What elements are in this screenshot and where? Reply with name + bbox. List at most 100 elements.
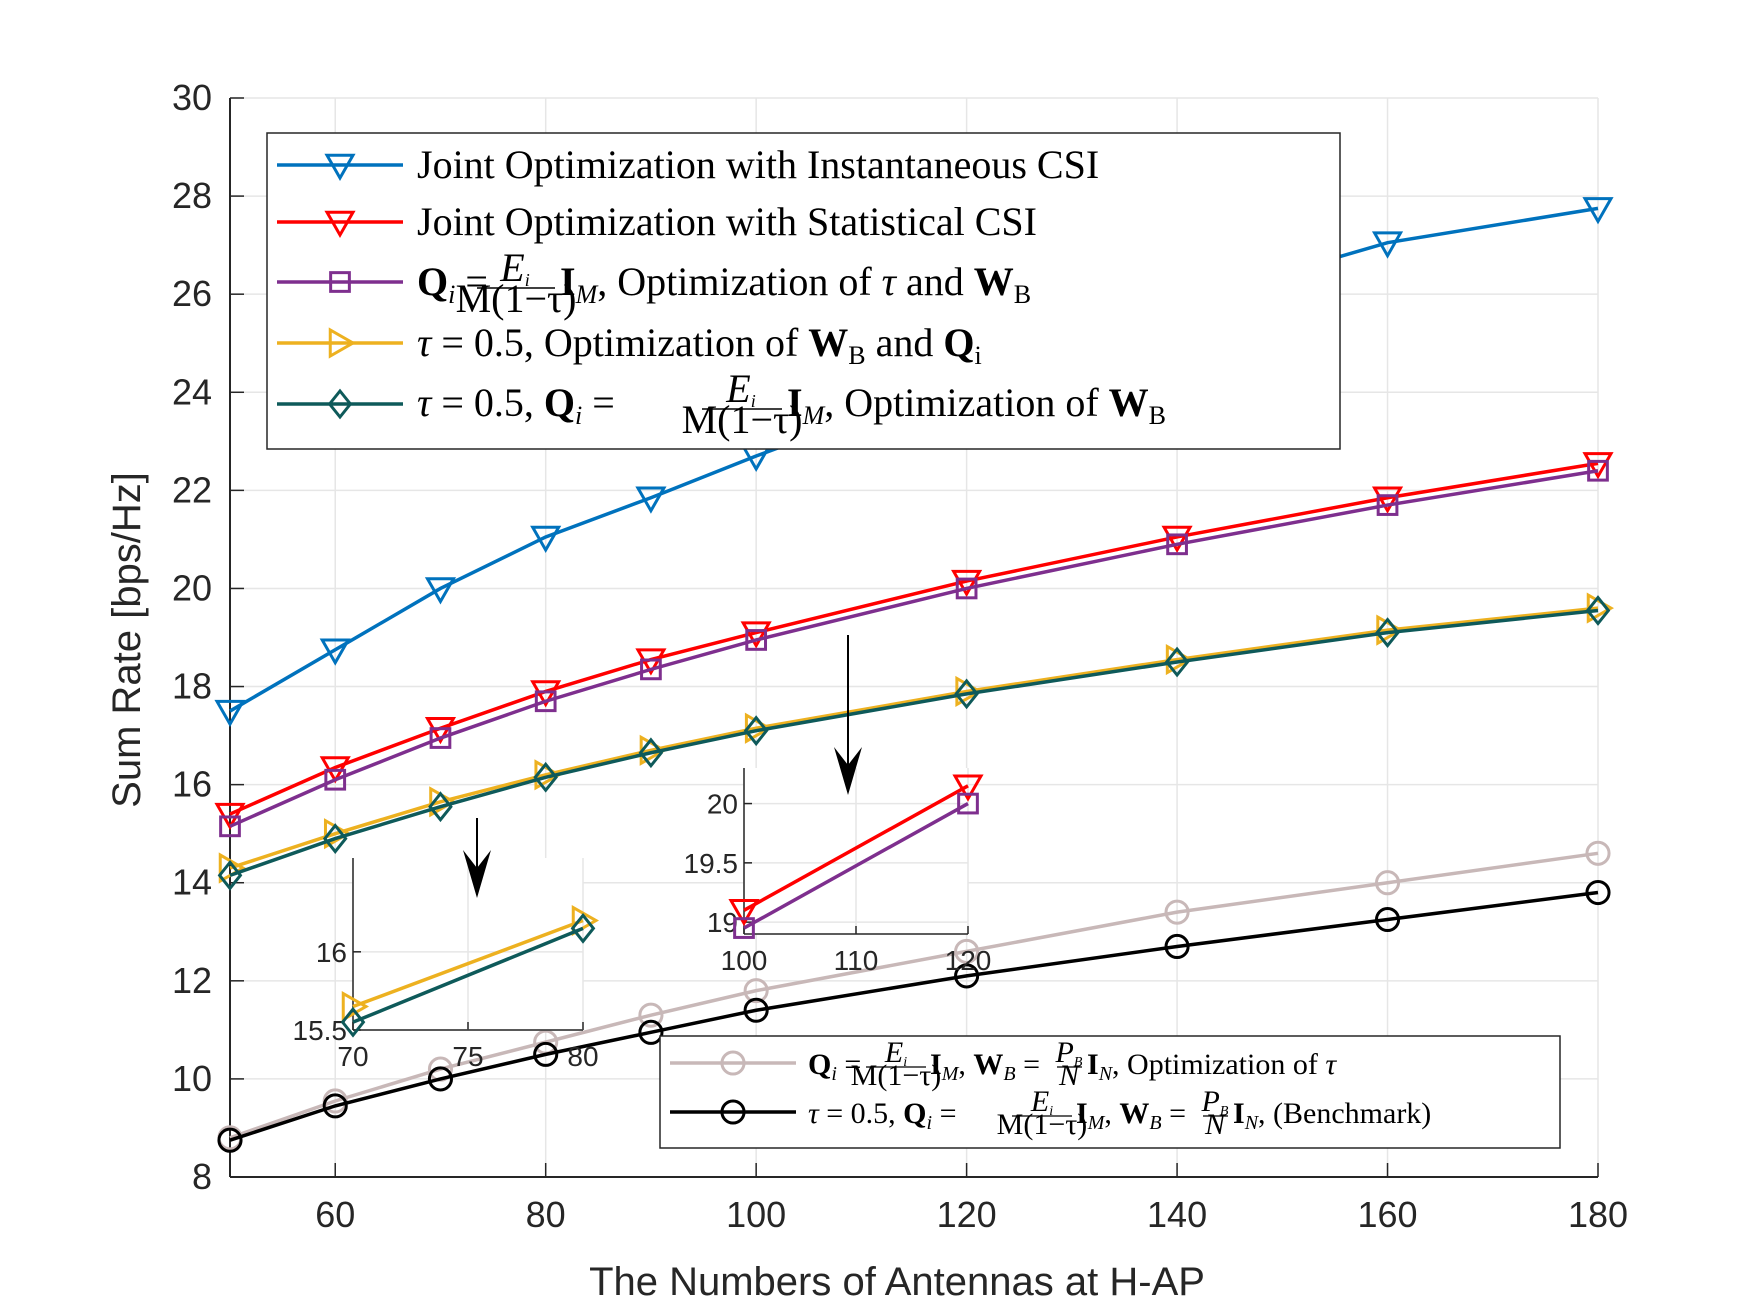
legend-sample-marker [324,210,356,239]
data-point [322,1093,348,1119]
data-point [533,1041,559,1067]
legend-lower-1-frac1-num: Ei [884,1036,907,1070]
inset-right-y-tick-label: 19 [707,907,738,938]
x-tick-label: 160 [1357,1194,1417,1235]
data-point [1585,840,1611,866]
data-point [1161,525,1193,553]
y-axis-label: Sum Rate [bps/Hz] [105,472,149,808]
inset-left-x-tick-label: 75 [452,1041,483,1072]
data-point [1582,197,1614,225]
legend-lower-1-frac2-num: PB [1055,1036,1083,1070]
data-point [745,629,768,651]
arrow-right [834,635,862,795]
data-point [1166,533,1188,556]
y-tick-label: 14 [172,862,212,903]
inset-right-y-tick-label: 20 [707,789,738,820]
data-point [1371,231,1404,259]
inset-left-series-line [352,918,584,1009]
data-point [1164,933,1190,960]
legend-sample-marker [328,327,357,359]
data-point [638,1002,664,1028]
data-point [319,638,351,666]
data-point [217,859,243,891]
inset-right-series-line [743,802,969,930]
series-line [229,608,1599,878]
inset-right-x-tick-label: 100 [721,945,768,976]
arrow-left-head [463,850,491,898]
legend-entry-2: Joint Optimization with Statistical CSI [417,199,1037,244]
axes: 60 80 100 120 140 160 180 8 10 12 14 16 18 20 22 24 26 28… [172,77,1628,1235]
legend-lower-entry-1-tail: IN, Optimization of τ [1087,1048,1337,1085]
legend-lower-entry-1-mid: IM, WB = [930,1048,1040,1085]
legend-entry-4: τ = 0.5, Optimization of WB and Qi [417,320,982,370]
data-point [1164,646,1190,678]
legend-3-frac-num: Ei [499,245,529,290]
legend-lower: Qi = Ei M(1−τ) IM, WB = PB N IN, Optimiz… [659,1035,1561,1149]
series-line [229,851,1599,1140]
legend-lower-entry-1: Qi = [808,1048,861,1085]
inset-left-data-point [340,1006,366,1038]
data-point [1376,494,1399,516]
y-tick-label: 8 [192,1156,212,1197]
x-axis-label: The Numbers of Antennas at H-AP [589,1260,1205,1304]
data-point [954,938,980,964]
legend-entry-1: Joint Optimization with Instantaneous CS… [417,142,1099,187]
data-point [324,768,347,791]
data-point [743,997,769,1023]
data-point [1585,595,1611,626]
data-point [954,678,979,710]
legend-box [266,132,1341,450]
data-point [427,1066,454,1092]
legend-entry-5: τ = 0.5, Qi = [417,380,615,430]
x-tick-label: 60 [315,1194,355,1235]
legend-lower-sample-marker [720,1099,746,1125]
inset-left-data-point [571,904,600,937]
data-point [1164,899,1190,925]
arrow-left [463,818,491,898]
series-7 [217,879,1611,1153]
x-tick-label: 180 [1568,1194,1628,1235]
data-point [1371,486,1404,514]
data-point [214,699,246,728]
arrow-right-head [834,747,862,795]
inset-right-x-tick-label: 120 [945,945,992,976]
inset-right-data-point [728,899,760,927]
series-3 [219,459,1609,838]
inset-left-x-tick-label: 70 [337,1041,368,1072]
data-point [429,727,452,749]
data-point [424,577,457,605]
legend-5-frac-num: Ei [725,366,755,411]
inset-left-y-tick-label: 16 [316,937,347,968]
legend-lower-entry-2-tail: IN, (Benchmark) [1233,1097,1431,1134]
legend-sample-marker [329,271,351,293]
inset-right-data-point [957,792,979,815]
legend-5-frac-den: M(1−τ) [682,397,803,442]
data-point [640,658,662,681]
legend-lower-1-frac2-den: N [1058,1059,1081,1092]
data-point [638,737,664,769]
legend: Joint Optimization with Instantaneous CS… [266,132,1341,450]
inset-right-data-point [952,774,984,802]
legend-3-frac-den: M(1−τ) [456,276,577,321]
inset-right-series-3 [733,792,979,939]
legend-lower-samples [670,1050,796,1125]
data-point [1587,459,1609,482]
data-point [1374,906,1401,933]
x-tick-label: 140 [1147,1194,1207,1235]
inset-right-series-line [743,784,969,912]
y-tick-label: 24 [172,371,212,412]
legend-lower-2-frac2-den: N [1204,1108,1227,1141]
data-point [951,569,983,598]
inset-left-series-line [352,926,584,1024]
inset-right: 100 110 120 19 19.5 20 [684,768,992,976]
inset-right-y-tick-label: 19.5 [684,848,739,879]
data-point [743,715,769,747]
data-point [1582,452,1614,480]
data-point [530,525,562,553]
legend-entry-3-tail: IM, Optimization of τ and WB [560,259,1031,309]
data-point [1374,870,1401,896]
data-point [219,815,241,838]
y-tick-label: 12 [172,960,212,1001]
legend-lower-box [659,1035,1561,1149]
y-tick-label: 20 [172,567,212,608]
